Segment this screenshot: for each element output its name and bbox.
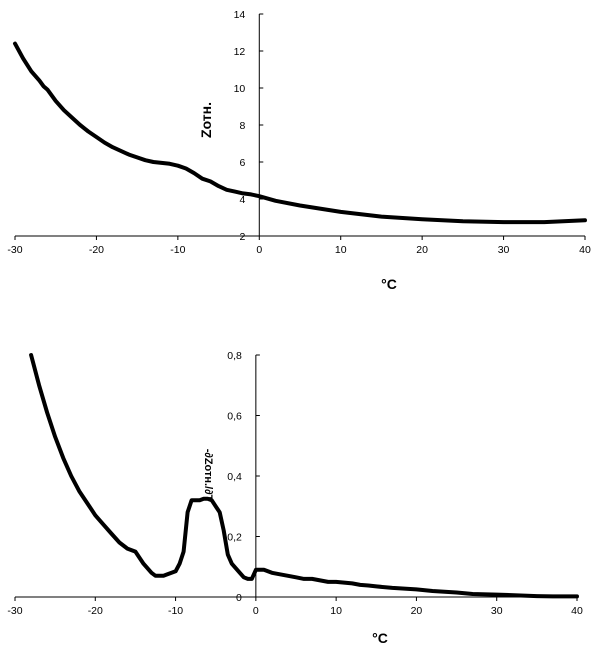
y-tick-label: 14 <box>234 9 246 21</box>
y-tick-label: 0 <box>236 592 242 604</box>
y-tick-label: 12 <box>234 46 246 58</box>
x-tick-label: 10 <box>335 244 347 256</box>
bottom-chart: -30 -20 -10 0 10 20 30 40 0 0,2 0,4 0,6 0,8 °C -∂Zо… <box>7 350 583 646</box>
bottom-chart-y-ticks: 0 0,2 0,4 0,6 0,8 <box>227 350 260 604</box>
bottom-chart-x-axis-label: °C <box>372 630 388 646</box>
y-tick-label: 4 <box>239 194 245 206</box>
x-tick-label: 30 <box>491 605 503 617</box>
y-tick-label: 0,4 <box>227 471 242 483</box>
bottom-chart-series-line <box>29 353 579 599</box>
y-tick-label: 6 <box>239 157 245 169</box>
y-tick-label: 0,6 <box>227 411 242 423</box>
x-tick-label: 20 <box>411 605 423 617</box>
y-tick-label: 8 <box>239 120 245 132</box>
x-tick-label: -30 <box>7 244 22 256</box>
y-tick-label: 2 <box>239 231 245 243</box>
top-chart-series-line <box>13 41 587 225</box>
y-tick-label: 0,8 <box>227 350 242 362</box>
x-tick-label: -20 <box>88 605 103 617</box>
x-tick-label: 0 <box>253 605 259 617</box>
y-tick-label: 10 <box>234 83 246 95</box>
top-chart-x-axis-label: °C <box>381 276 397 292</box>
top-chart: -30 -20 -10 0 10 20 30 40 2 4 6 8 10 12 14 °C Zотн. <box>7 9 591 292</box>
x-tick-label: 0 <box>256 244 262 256</box>
x-tick-label: 30 <box>498 244 510 256</box>
x-tick-label: 10 <box>330 605 342 617</box>
x-tick-label: -30 <box>7 605 22 617</box>
x-tick-label: -10 <box>168 605 183 617</box>
bottom-chart-x-ticks: -30 -20 -10 0 10 20 30 40 <box>7 597 583 617</box>
top-chart-y-axis-label: Zотн. <box>198 102 214 138</box>
x-tick-label: -10 <box>170 244 185 256</box>
top-chart-x-ticks: -30 -20 -10 0 10 20 30 40 <box>7 236 591 256</box>
x-tick-label: 20 <box>416 244 428 256</box>
bottom-chart-y-axis-label: -∂Zотн./∂T <box>202 449 214 502</box>
x-tick-label: 40 <box>579 244 591 256</box>
x-tick-label: 40 <box>571 605 583 617</box>
y-tick-label: 0,2 <box>227 532 242 544</box>
x-tick-label: -20 <box>89 244 104 256</box>
top-chart-y-ticks: 2 4 6 8 10 12 14 <box>234 9 264 243</box>
